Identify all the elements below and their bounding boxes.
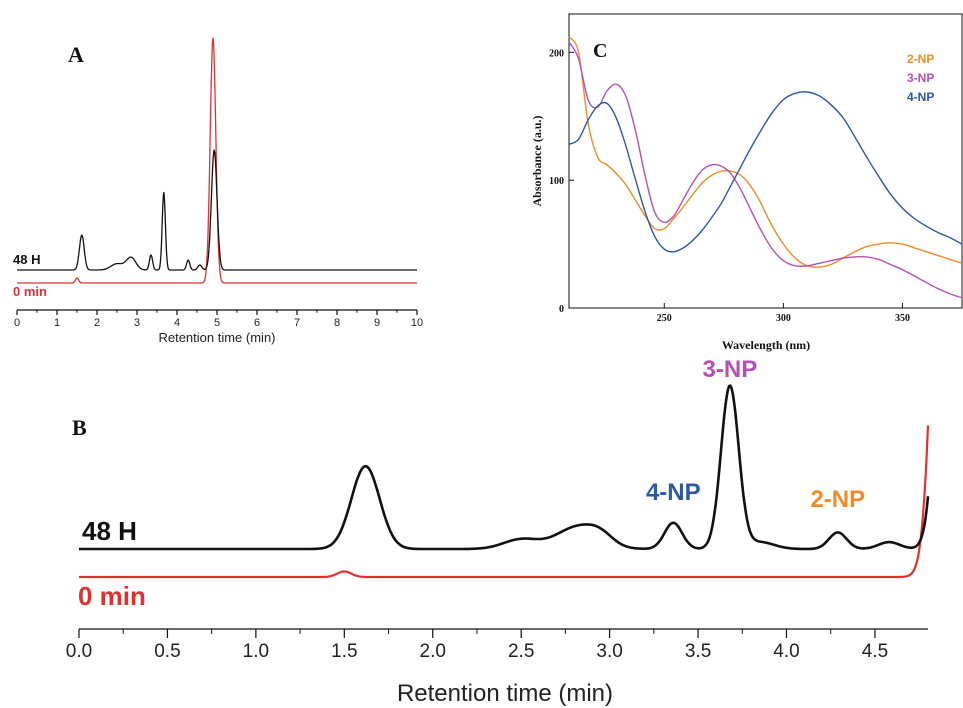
panel-c-x-tick-label: 300 (776, 313, 791, 324)
panel-a: A 0 1 2 3 4 5 6 7 8 9 10 48 H 0 min Retention time… (13, 37, 423, 345)
panel-b-series-label-48h: 48 H (82, 516, 137, 546)
panel-a-x-tick-label: 1 (54, 317, 60, 329)
panel-b-x-tick-label: 1.0 (243, 641, 269, 662)
panel-a-x-tick-label: 0 (14, 317, 20, 329)
panel-a-x-tick-label: 4 (174, 317, 180, 329)
panel-b-series-label-0min: 0 min (78, 581, 146, 611)
panel-a-x-tick-label: 6 (254, 317, 260, 329)
panel-a-series-label-48h: 48 H (13, 252, 40, 267)
legend-2np: 2-NP (907, 52, 934, 66)
panel-c-traces (568, 36, 963, 299)
panel-b-x-tick-label: 0.0 (66, 641, 92, 662)
panel-b-label: B (72, 415, 87, 440)
panel-a-traces (16, 37, 418, 284)
panel-a-x-tick-label: 2 (94, 317, 100, 329)
panel-a-x-tick-label: 5 (214, 317, 220, 329)
panel-c-x-axis-title: Wavelength (nm) (722, 338, 810, 352)
panel-a-label: A (68, 42, 84, 67)
panel-c-x-tick-label: 250 (657, 313, 672, 324)
panel-b-x-tick-label: 0.5 (154, 641, 180, 662)
panel-b-x-tick-label: 2.0 (420, 641, 446, 662)
panel-c-frame (568, 13, 963, 309)
panel-a-x-tick-label: 7 (294, 317, 300, 329)
legend-4np: 4-NP (907, 90, 934, 104)
panel-b-annotation-2-np: 2-NP (810, 486, 865, 513)
panel-b-annotation-3-np: 3-NP (703, 356, 758, 383)
panel-a-trace-0min (16, 37, 418, 284)
panel-a-trace-48h (16, 149, 418, 271)
panel-b-annotations: 4-NP 3-NP 2-NP (646, 356, 865, 513)
panel-a-x-axis-title: Retention time (min) (158, 330, 275, 345)
panel-b-traces (78, 384, 930, 579)
panel-b: B 0.0 0.5 1.0 1.5 2.0 2.5 3.0 3.5 4.0 4.5 48 H 0 … (66, 356, 930, 707)
panel-b-x-tick-label: 2.5 (508, 641, 534, 662)
panel-c-legend: 2-NP 3-NP 4-NP (907, 52, 934, 104)
panel-a-series-label-0min: 0 min (13, 284, 47, 299)
panel-c-y-tick-label: 200 (549, 48, 564, 59)
panel-c-y-axis-title: Absorbance (a.u.) (530, 115, 544, 206)
panel-b-x-tick-label: 1.5 (331, 641, 357, 662)
panel-c: C 250 300 350 0 100 200 2-NP 3-NP 4-NP Wavele… (530, 13, 963, 352)
panel-b-x-tick-label: 4.0 (773, 641, 799, 662)
panel-c-trace-2-np (568, 36, 963, 268)
panel-a-x-axis: 0 1 2 3 4 5 6 7 8 9 10 (14, 309, 423, 329)
panel-b-x-axis-title: Retention time (min) (397, 680, 613, 707)
panel-b-x-tick-label: 3.0 (596, 641, 622, 662)
panel-c-label: C (593, 40, 607, 62)
panel-c-axes: 250 300 350 0 100 200 (549, 48, 910, 324)
panel-c-trace-4-np (568, 91, 963, 253)
panel-c-y-tick-label: 100 (549, 176, 564, 187)
panel-b-x-tick-label: 4.5 (862, 641, 888, 662)
panel-b-trace-48h (78, 384, 930, 551)
panel-a-x-tick-label: 8 (334, 317, 340, 329)
panel-a-x-tick-label: 10 (411, 317, 423, 329)
panel-a-x-tick-label: 3 (134, 317, 140, 329)
legend-3np: 3-NP (907, 71, 934, 85)
panel-c-trace-3-np (568, 41, 963, 299)
panel-b-annotation-4-np: 4-NP (646, 479, 701, 506)
panel-b-x-tick-label: 3.5 (685, 641, 711, 662)
panel-b-trace-0min (79, 425, 930, 579)
panel-c-x-tick-label: 350 (895, 313, 910, 324)
panel-a-x-tick-label: 9 (374, 317, 380, 329)
panel-c-y-tick-label: 0 (559, 304, 564, 315)
panel-b-x-axis: 0.0 0.5 1.0 1.5 2.0 2.5 3.0 3.5 4.0 4.5 (66, 628, 928, 662)
